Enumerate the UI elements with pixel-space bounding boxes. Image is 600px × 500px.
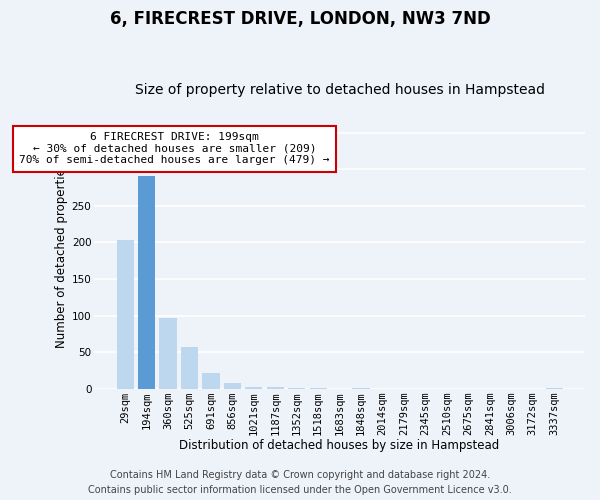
Bar bbox=[310, 388, 327, 389]
Bar bbox=[288, 388, 305, 389]
Bar bbox=[245, 386, 262, 389]
Bar bbox=[116, 240, 134, 389]
Text: 6, FIRECREST DRIVE, LONDON, NW3 7ND: 6, FIRECREST DRIVE, LONDON, NW3 7ND bbox=[110, 10, 490, 28]
Title: Size of property relative to detached houses in Hampstead: Size of property relative to detached ho… bbox=[134, 83, 545, 97]
Text: 6 FIRECREST DRIVE: 199sqm
← 30% of detached houses are smaller (209)
70% of semi: 6 FIRECREST DRIVE: 199sqm ← 30% of detac… bbox=[19, 132, 330, 166]
X-axis label: Distribution of detached houses by size in Hampstead: Distribution of detached houses by size … bbox=[179, 440, 500, 452]
Bar bbox=[545, 388, 563, 389]
Y-axis label: Number of detached properties: Number of detached properties bbox=[55, 162, 68, 348]
Bar bbox=[224, 383, 241, 389]
Bar bbox=[181, 347, 198, 389]
Bar bbox=[266, 388, 284, 389]
Bar bbox=[160, 318, 176, 389]
Bar bbox=[138, 176, 155, 389]
Bar bbox=[202, 372, 220, 389]
Bar bbox=[352, 388, 370, 389]
Text: Contains HM Land Registry data © Crown copyright and database right 2024.
Contai: Contains HM Land Registry data © Crown c… bbox=[88, 470, 512, 495]
